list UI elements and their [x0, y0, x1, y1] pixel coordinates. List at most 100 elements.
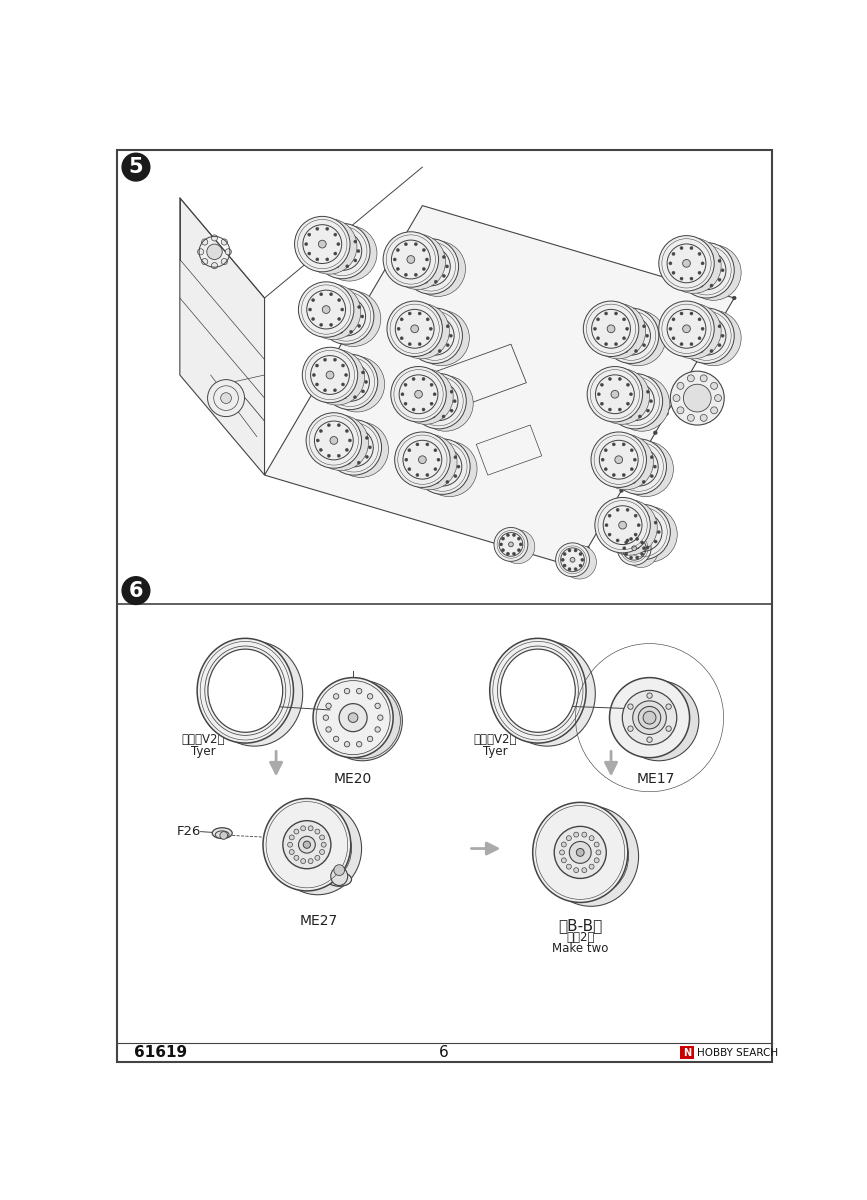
Circle shape: [710, 349, 713, 353]
Circle shape: [616, 509, 619, 511]
Circle shape: [596, 850, 601, 854]
Circle shape: [375, 703, 381, 708]
Circle shape: [354, 259, 357, 262]
Circle shape: [624, 456, 628, 458]
Circle shape: [412, 408, 415, 412]
Circle shape: [718, 325, 721, 328]
Circle shape: [416, 443, 419, 446]
Circle shape: [454, 456, 457, 458]
Ellipse shape: [570, 841, 591, 863]
Circle shape: [499, 542, 503, 546]
Ellipse shape: [398, 368, 453, 425]
Circle shape: [642, 325, 646, 328]
Circle shape: [311, 318, 315, 320]
Ellipse shape: [619, 680, 699, 761]
Circle shape: [714, 395, 721, 402]
Text: Make two: Make two: [552, 942, 609, 955]
Circle shape: [647, 390, 649, 394]
Circle shape: [315, 223, 370, 278]
Circle shape: [378, 715, 383, 720]
Circle shape: [672, 318, 675, 320]
Circle shape: [593, 328, 596, 330]
Text: 61619: 61619: [134, 1045, 186, 1060]
Circle shape: [404, 274, 407, 276]
Circle shape: [365, 437, 368, 439]
Circle shape: [301, 826, 305, 830]
Circle shape: [600, 402, 603, 406]
Circle shape: [631, 397, 639, 406]
Circle shape: [383, 232, 439, 287]
Circle shape: [616, 343, 620, 347]
Ellipse shape: [638, 707, 661, 728]
Circle shape: [401, 392, 404, 396]
Circle shape: [666, 726, 671, 731]
Ellipse shape: [418, 376, 473, 431]
Circle shape: [407, 468, 411, 470]
Ellipse shape: [686, 311, 741, 366]
Circle shape: [319, 430, 323, 432]
Circle shape: [666, 704, 671, 709]
Circle shape: [672, 271, 675, 275]
Circle shape: [328, 455, 330, 457]
Circle shape: [348, 461, 350, 464]
Ellipse shape: [331, 868, 348, 886]
Circle shape: [506, 552, 510, 556]
Circle shape: [616, 539, 619, 542]
Circle shape: [633, 458, 636, 461]
Circle shape: [587, 366, 642, 422]
Circle shape: [639, 528, 647, 536]
Circle shape: [689, 269, 692, 272]
Circle shape: [401, 337, 403, 340]
Circle shape: [518, 538, 520, 540]
Circle shape: [609, 408, 611, 412]
Circle shape: [591, 432, 647, 487]
Circle shape: [424, 390, 427, 394]
Circle shape: [447, 343, 449, 347]
Ellipse shape: [622, 506, 677, 562]
Text: 《轮胎V2》: 《轮胎V2》: [181, 733, 225, 746]
Circle shape: [690, 246, 693, 250]
Circle shape: [620, 488, 623, 492]
Circle shape: [428, 474, 431, 478]
Circle shape: [586, 546, 590, 550]
Circle shape: [636, 556, 639, 559]
Circle shape: [326, 420, 381, 475]
Circle shape: [689, 334, 692, 337]
Circle shape: [501, 548, 505, 552]
Circle shape: [574, 548, 577, 552]
Circle shape: [344, 689, 349, 694]
Circle shape: [642, 343, 646, 347]
Circle shape: [623, 547, 626, 550]
Circle shape: [647, 692, 652, 698]
Circle shape: [561, 558, 564, 562]
Circle shape: [611, 439, 667, 494]
Circle shape: [357, 431, 361, 433]
Circle shape: [329, 314, 331, 318]
Circle shape: [672, 337, 675, 340]
Circle shape: [680, 277, 683, 280]
Circle shape: [416, 256, 420, 258]
Circle shape: [438, 349, 441, 353]
Circle shape: [428, 319, 431, 322]
Circle shape: [442, 275, 446, 277]
Circle shape: [316, 364, 318, 367]
Circle shape: [449, 334, 453, 337]
Text: N: N: [683, 1048, 691, 1057]
Text: Tyer: Tyer: [191, 744, 215, 757]
Circle shape: [315, 829, 320, 834]
Circle shape: [436, 480, 439, 484]
Circle shape: [349, 300, 353, 302]
Ellipse shape: [263, 798, 351, 890]
Circle shape: [450, 390, 453, 394]
Circle shape: [710, 284, 713, 287]
Circle shape: [294, 829, 299, 834]
Circle shape: [566, 835, 571, 841]
Ellipse shape: [594, 368, 649, 425]
Circle shape: [563, 552, 566, 556]
Circle shape: [692, 325, 695, 328]
Circle shape: [354, 396, 356, 398]
Circle shape: [303, 347, 358, 403]
Circle shape: [418, 342, 421, 346]
Circle shape: [609, 378, 611, 380]
Circle shape: [605, 523, 608, 527]
